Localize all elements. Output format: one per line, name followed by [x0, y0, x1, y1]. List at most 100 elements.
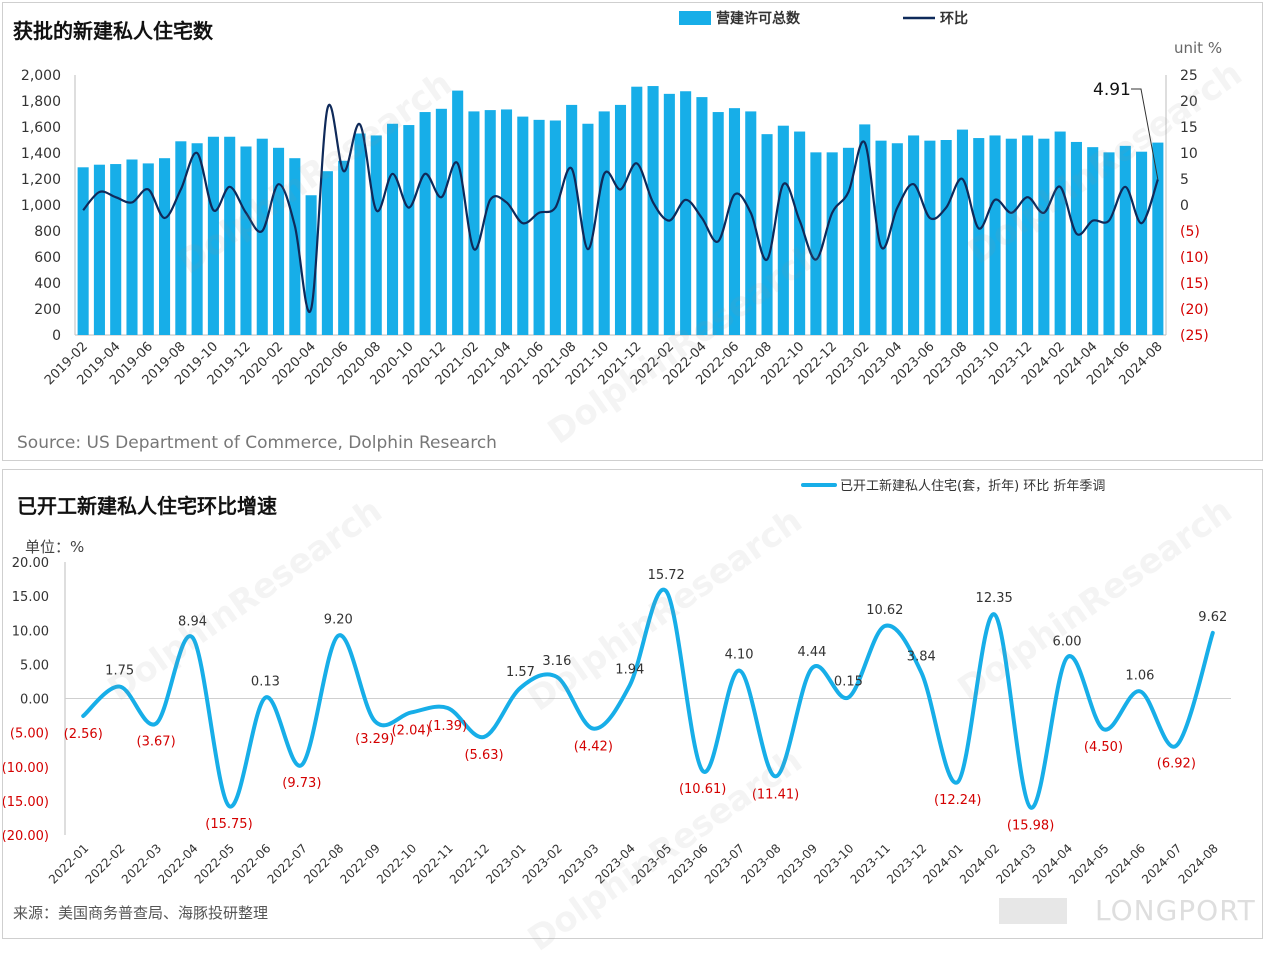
bar	[924, 140, 936, 335]
y-tick-label: 15.00	[12, 590, 49, 605]
series-line-starts	[81, 587, 1215, 810]
chart1-title: 获批的新建私人住宅数	[13, 19, 213, 43]
bar	[533, 119, 545, 335]
bar	[419, 112, 431, 335]
bar	[842, 147, 855, 335]
y-left-tick-label: 0	[52, 328, 61, 344]
legend-label-bar: 营建许可总数	[716, 10, 801, 27]
bar	[1054, 131, 1066, 335]
y-right-tick-label: 15	[1180, 120, 1198, 136]
bar	[582, 123, 594, 335]
bar	[256, 138, 268, 335]
series-line-mom	[82, 103, 1159, 313]
y-tick-label: (15.00)	[3, 795, 49, 810]
bar	[175, 141, 187, 335]
data-label: 1.75	[105, 664, 134, 679]
data-label: (15.75)	[205, 817, 252, 832]
chart-panel-permits: 获批的新建私人住宅数 Source: US Department of Comm…	[2, 2, 1263, 461]
bar	[338, 160, 350, 335]
bar	[956, 129, 968, 335]
data-label: (9.73)	[282, 776, 321, 791]
data-label: (4.42)	[574, 740, 613, 755]
bar	[631, 86, 643, 335]
legend-label-line: 环比	[940, 10, 968, 27]
y-left-tick-label: 600	[34, 250, 61, 266]
bar	[386, 123, 399, 335]
data-label: (3.67)	[137, 735, 176, 750]
bar	[321, 171, 333, 335]
bar	[1152, 142, 1164, 335]
y-unit-label: 单位：%	[25, 538, 84, 556]
chart2-title: 已开工新建私人住宅环比增速	[17, 494, 277, 518]
bar	[549, 120, 561, 335]
data-label: 1.06	[1125, 668, 1154, 683]
bar	[680, 91, 692, 335]
bar	[875, 140, 887, 335]
data-label: 15.72	[648, 568, 685, 583]
data-label: 12.35	[976, 591, 1013, 606]
data-label: (12.24)	[934, 793, 981, 808]
data-label: (5.63)	[464, 748, 503, 763]
bar	[1136, 151, 1148, 335]
y-right-tick-label: 20	[1180, 94, 1198, 110]
bar	[761, 134, 773, 335]
bar	[598, 111, 610, 336]
data-label: (3.29)	[355, 732, 394, 747]
data-label: 9.62	[1198, 610, 1227, 625]
chart1-svg: 02004006008001,0001,2001,4001,6001,8002,…	[21, 10, 1222, 388]
data-label: (1.39)	[428, 719, 467, 734]
data-label: 3.84	[907, 649, 936, 664]
data-label: (2.04)	[392, 723, 431, 738]
bar	[859, 124, 871, 336]
chart1-source: Source: US Department of Commerce, Dolph…	[17, 433, 497, 453]
data-label: 3.16	[542, 654, 571, 669]
bar	[110, 164, 122, 335]
bar	[354, 133, 366, 335]
data-label: (4.50)	[1084, 740, 1123, 755]
bar	[273, 147, 285, 335]
bar	[500, 109, 513, 335]
y-right-tick-label: (20)	[1180, 302, 1209, 318]
data-label: (15.98)	[1007, 819, 1054, 834]
bar	[517, 116, 529, 335]
data-label: 1.57	[506, 665, 535, 680]
data-label: 4.10	[725, 648, 754, 663]
bar	[126, 159, 138, 335]
bar	[989, 135, 1001, 335]
y-tick-label: 10.00	[12, 624, 49, 639]
y-left-tick-label: 1,800	[21, 94, 61, 110]
bar	[142, 163, 154, 335]
data-label: 4.44	[797, 645, 826, 660]
bar	[810, 152, 822, 335]
bar	[940, 140, 952, 335]
bar	[1070, 141, 1082, 335]
y-tick-label: 20.00	[12, 556, 49, 571]
bar	[468, 111, 480, 336]
chart-panel-starts: 已开工新建私人住宅环比增速 来源：美国商务普查局、海豚投研整理 (20.00)(…	[2, 469, 1263, 959]
bar	[566, 104, 578, 336]
right-unit-label: unit %	[1174, 39, 1222, 57]
longport-logo-icon	[999, 898, 1067, 924]
data-label: 0.15	[834, 674, 863, 689]
bar	[224, 136, 236, 335]
bar	[794, 131, 806, 335]
legend-label: 已开工新建私人住宅(套，折年) 环比 折年季调	[840, 478, 1105, 494]
bar	[93, 164, 105, 335]
data-label: 6.00	[1053, 635, 1082, 650]
bar	[1038, 138, 1050, 335]
y-left-tick-label: 1,600	[21, 120, 61, 136]
callout-leader	[1131, 88, 1159, 180]
y-right-tick-label: (10)	[1180, 250, 1209, 266]
y-tick-label: 0.00	[20, 693, 49, 708]
bar	[696, 97, 708, 335]
data-label: 9.20	[324, 613, 353, 628]
bar	[1119, 145, 1131, 335]
bar	[77, 167, 89, 335]
y-tick-label: (5.00)	[10, 727, 49, 742]
data-label: 8.94	[178, 614, 207, 629]
longport-logo: LONGPORT	[1095, 894, 1256, 927]
bar	[908, 135, 920, 335]
data-label: 1.94	[615, 662, 644, 677]
bar	[1022, 135, 1034, 335]
bar	[435, 108, 447, 335]
